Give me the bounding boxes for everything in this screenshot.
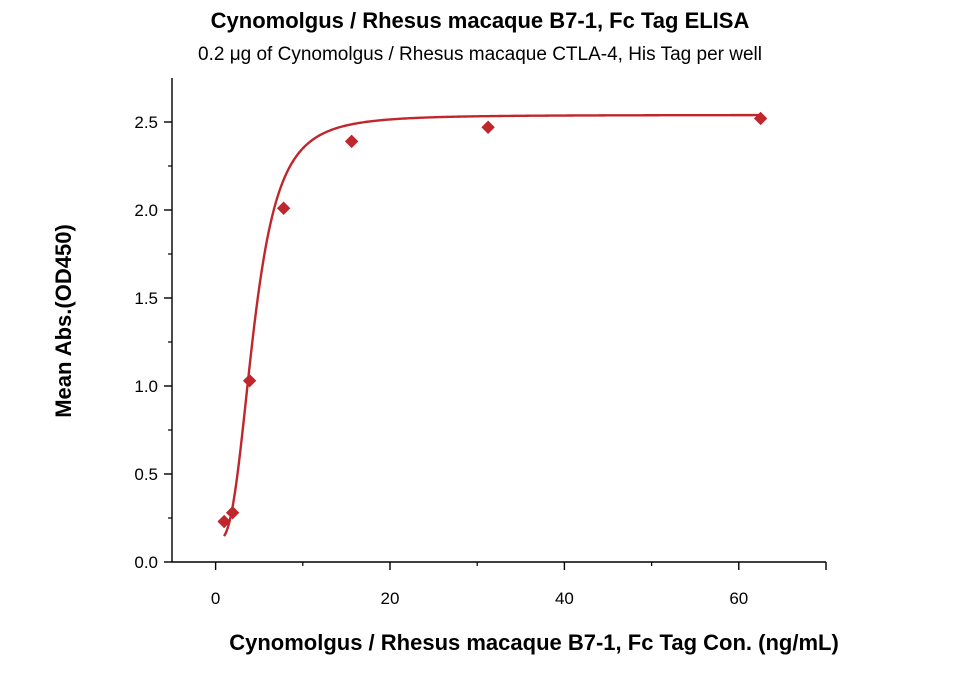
data-point <box>276 201 291 215</box>
y-tick-label: 0.5 <box>134 465 158 484</box>
data-point <box>344 134 359 149</box>
y-tick-label: 0.0 <box>134 553 158 572</box>
y-tick-label: 1.5 <box>134 289 158 308</box>
y-tick-label: 2.0 <box>134 201 158 220</box>
chart-subtitle: 0.2 μg of Cynomolgus / Rhesus macaque CT… <box>198 44 762 65</box>
fit-curve-line <box>223 113 761 537</box>
x-axis-label: Cynomolgus / Rhesus macaque B7-1, Fc Tag… <box>229 630 839 655</box>
x-tick-label: 20 <box>381 589 400 608</box>
y-axis-label: Mean Abs.(OD450) <box>51 224 76 418</box>
x-tick-label: 60 <box>729 589 748 608</box>
data-point <box>242 374 257 388</box>
x-tick-label: 0 <box>211 589 220 608</box>
data-point <box>217 514 231 529</box>
y-tick-label: 1.0 <box>134 377 158 396</box>
chart-title: Cynomolgus / Rhesus macaque B7-1, Fc Tag… <box>210 8 750 33</box>
y-tick-label: 2.5 <box>134 113 158 132</box>
data-point <box>481 120 495 134</box>
data-point <box>225 506 240 520</box>
x-tick-label: 40 <box>555 589 574 608</box>
data-point <box>753 111 768 126</box>
